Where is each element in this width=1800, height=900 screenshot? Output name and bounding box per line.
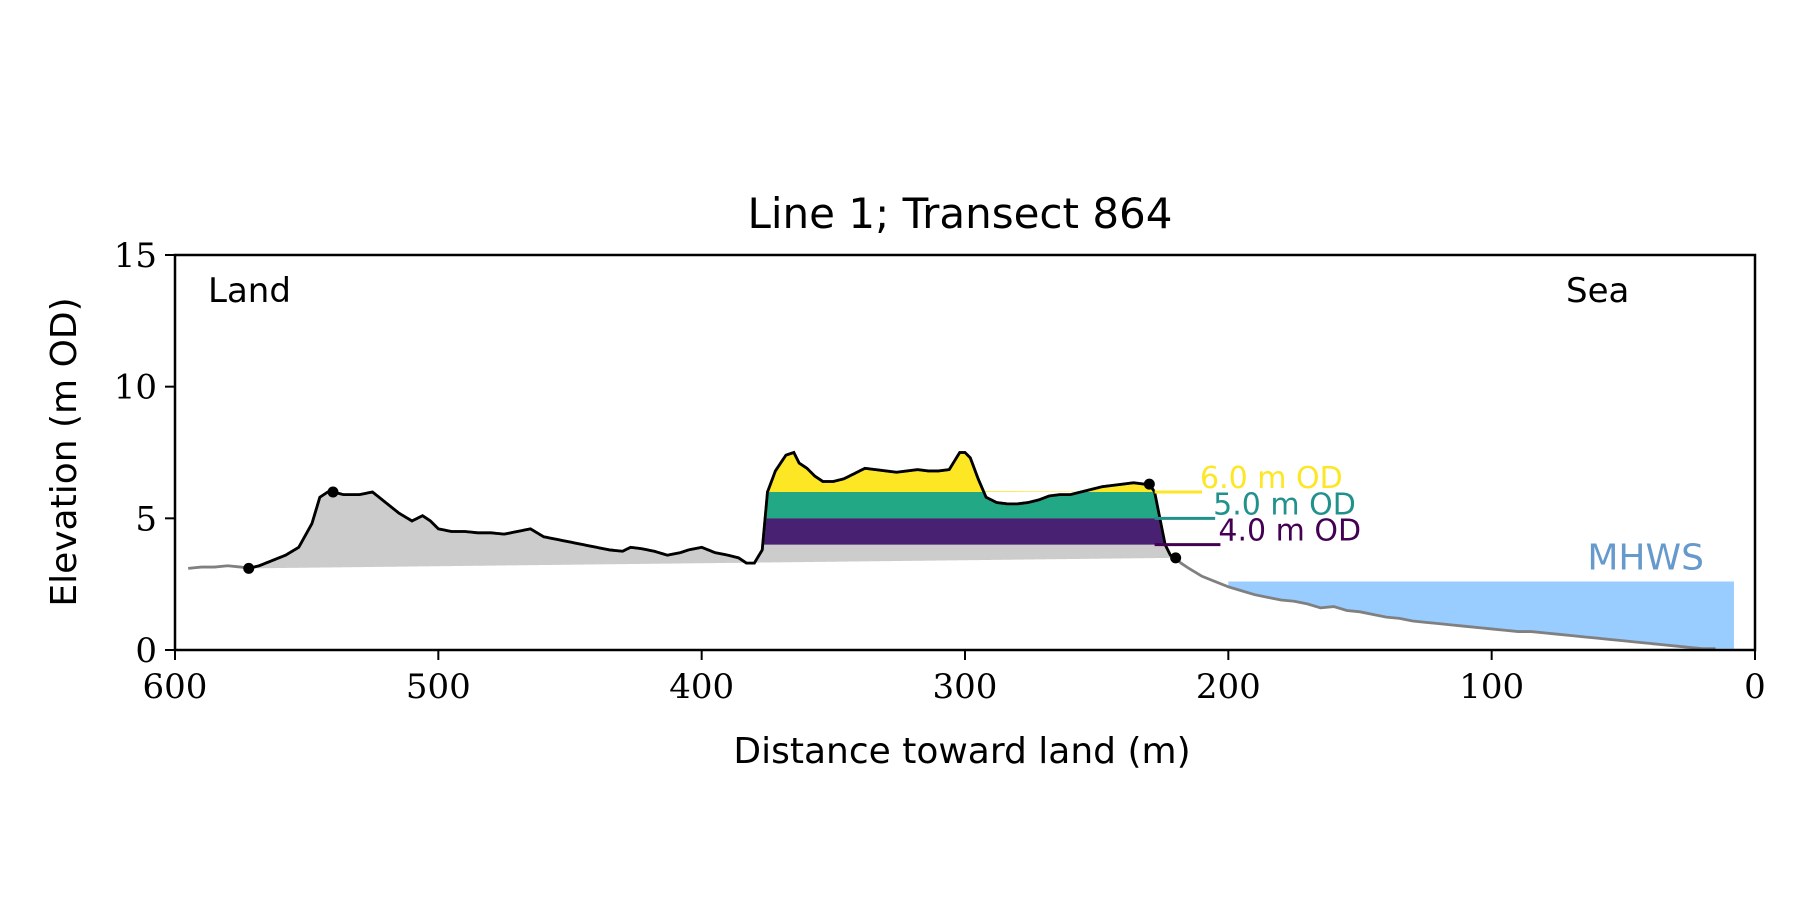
- dune-point-3: [1170, 552, 1182, 564]
- axis-ticks: 600 500 400 300 200 100 0 0 5 10 15: [114, 236, 1766, 707]
- dune-outline-line: [248, 450, 1177, 570]
- y-axis-label: Elevation (m OD): [44, 297, 85, 606]
- x-axis-label: Distance toward land (m): [733, 731, 1190, 772]
- level-labels: 6.0 m OD5.0 m OD4.0 m OD MHWS: [1200, 461, 1704, 579]
- x-tick-label-100: 100: [1459, 667, 1524, 707]
- corner-label-sea: Sea: [1566, 271, 1629, 311]
- level-band-5: [766, 492, 1159, 519]
- mhws-label: MHWS: [1587, 538, 1704, 579]
- mhws-water-area: [1228, 581, 1734, 650]
- corner-label-land: Land: [208, 271, 291, 311]
- y-tick-label-15: 15: [114, 236, 157, 276]
- dune-point-2: [1143, 478, 1155, 490]
- level-label-6: 6.0 m OD: [1200, 461, 1343, 496]
- level-band-6: [768, 452, 1154, 492]
- dune-point-0: [243, 562, 255, 574]
- x-tick-label-400: 400: [669, 667, 734, 707]
- y-tick-label-0: 0: [135, 631, 157, 671]
- x-tick-label-200: 200: [1196, 667, 1261, 707]
- chart-title: Line 1; Transect 864: [747, 189, 1172, 238]
- profile-lines: [188, 450, 1716, 651]
- area-fills: [248, 452, 1734, 650]
- y-tick-label-10: 10: [114, 368, 157, 408]
- x-tick-label-300: 300: [933, 667, 998, 707]
- y-tick-label-5: 5: [135, 499, 157, 539]
- x-tick-label-500: 500: [406, 667, 471, 707]
- dune-point-1: [327, 486, 339, 498]
- level-label-4: 4.0 m OD: [1218, 514, 1361, 549]
- level-label-5: 5.0 m OD: [1213, 487, 1356, 522]
- x-tick-label-600: 600: [143, 667, 208, 707]
- level-band-4: [763, 518, 1164, 545]
- x-tick-label-0: 0: [1744, 667, 1766, 707]
